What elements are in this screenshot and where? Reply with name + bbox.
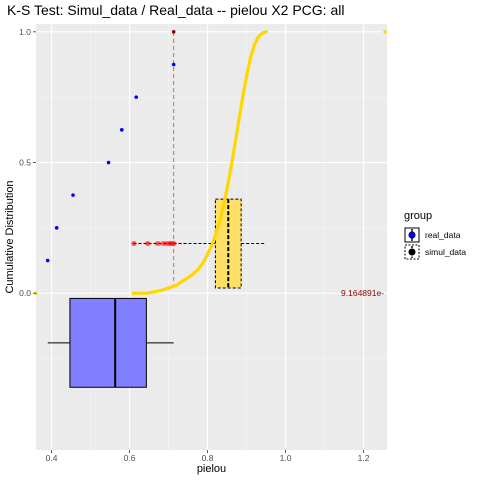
- simul-data-point: [252, 43, 257, 47]
- simul-data-point: [166, 286, 171, 290]
- legend-label: simul_data: [425, 247, 466, 257]
- simul-data-point: [237, 118, 241, 123]
- y-axis-title: Cumulative Distribution: [4, 180, 16, 293]
- simul-data-point: [205, 252, 210, 256]
- simul-data-point: [131, 291, 136, 295]
- simul-data-point: [229, 166, 233, 170]
- ks-point: [166, 241, 172, 246]
- ks-point: [131, 241, 137, 246]
- boxplots: [47, 198, 267, 388]
- ks-point: [160, 241, 166, 246]
- x-tick-label: 0.4: [46, 453, 58, 463]
- simul-data-point: [213, 233, 218, 238]
- chart-title: K-S Test: Simul_data / Real_data -- piel…: [7, 2, 345, 18]
- simul-data-point: [256, 35, 260, 39]
- simul-data-point: [190, 273, 194, 277]
- simul-data-point: [233, 142, 237, 146]
- simul-data-point: [225, 186, 229, 191]
- real-data-point: [106, 160, 111, 165]
- legend-key-point: [408, 248, 416, 256]
- annotation-text: 9.164891e-: [341, 288, 384, 298]
- y-tick-label: 0.5: [19, 158, 31, 168]
- ks-max-point: [171, 30, 176, 34]
- ks-statistic-layer: [131, 31, 177, 288]
- simul-data-point: [209, 244, 214, 248]
- ks-point: [145, 241, 151, 246]
- ks-point: [168, 241, 174, 246]
- simul-data-point: [264, 30, 268, 34]
- x-tick-label: 0.6: [124, 453, 136, 463]
- simul-data-point: [221, 205, 225, 209]
- x-tick-label: 1.0: [280, 453, 292, 463]
- axis-ticks: 0.4 0.6 0.8 1.0 1.2 0.0 0.5 1.0: [19, 27, 370, 463]
- ks-point: [167, 241, 173, 246]
- legend: group real_data simul_data: [404, 210, 466, 260]
- simul-data-point: [248, 56, 253, 60]
- ks-point: [164, 241, 170, 246]
- annotations: 9.164891e-: [341, 288, 384, 298]
- simul-data-point: [196, 267, 200, 272]
- real-data-point: [120, 128, 124, 132]
- real-data-point: [45, 258, 50, 263]
- legend-label: real_data: [425, 230, 461, 240]
- real-data-point: [134, 95, 139, 99]
- simul-data-point: [383, 30, 387, 34]
- legend-key-point: [408, 231, 416, 239]
- boxplot-real-data: [69, 297, 147, 388]
- simul-data-point: [202, 260, 206, 264]
- real-data-point: [171, 62, 176, 67]
- ks-point: [162, 241, 168, 246]
- x-tick-label: 1.2: [358, 453, 370, 463]
- ks-point: [170, 241, 176, 246]
- ks-point: [169, 241, 175, 246]
- ks-point: [172, 241, 177, 246]
- legend-title: group: [404, 210, 432, 222]
- simul-data-point: [174, 283, 179, 288]
- real-data-point: [54, 226, 59, 230]
- simul-data-point: [244, 74, 249, 78]
- x-tick-label: 0.8: [202, 453, 214, 463]
- simul-data-point: [260, 31, 264, 35]
- ks-point: [144, 241, 150, 246]
- data-points: [34, 30, 387, 295]
- simul-data-point: [217, 220, 221, 225]
- x-axis-title: pielou: [197, 463, 226, 475]
- ks-point: [131, 241, 136, 246]
- simul-data-point: [182, 278, 186, 282]
- ks-point: [156, 241, 162, 246]
- y-tick-label: 0.0: [19, 288, 31, 298]
- real-data-point: [71, 193, 75, 197]
- simul-data-point: [159, 288, 163, 293]
- simul-data-point: [145, 291, 149, 295]
- ks-point: [154, 241, 160, 246]
- simul-data-point: [241, 95, 245, 99]
- y-tick-label: 1.0: [19, 27, 31, 37]
